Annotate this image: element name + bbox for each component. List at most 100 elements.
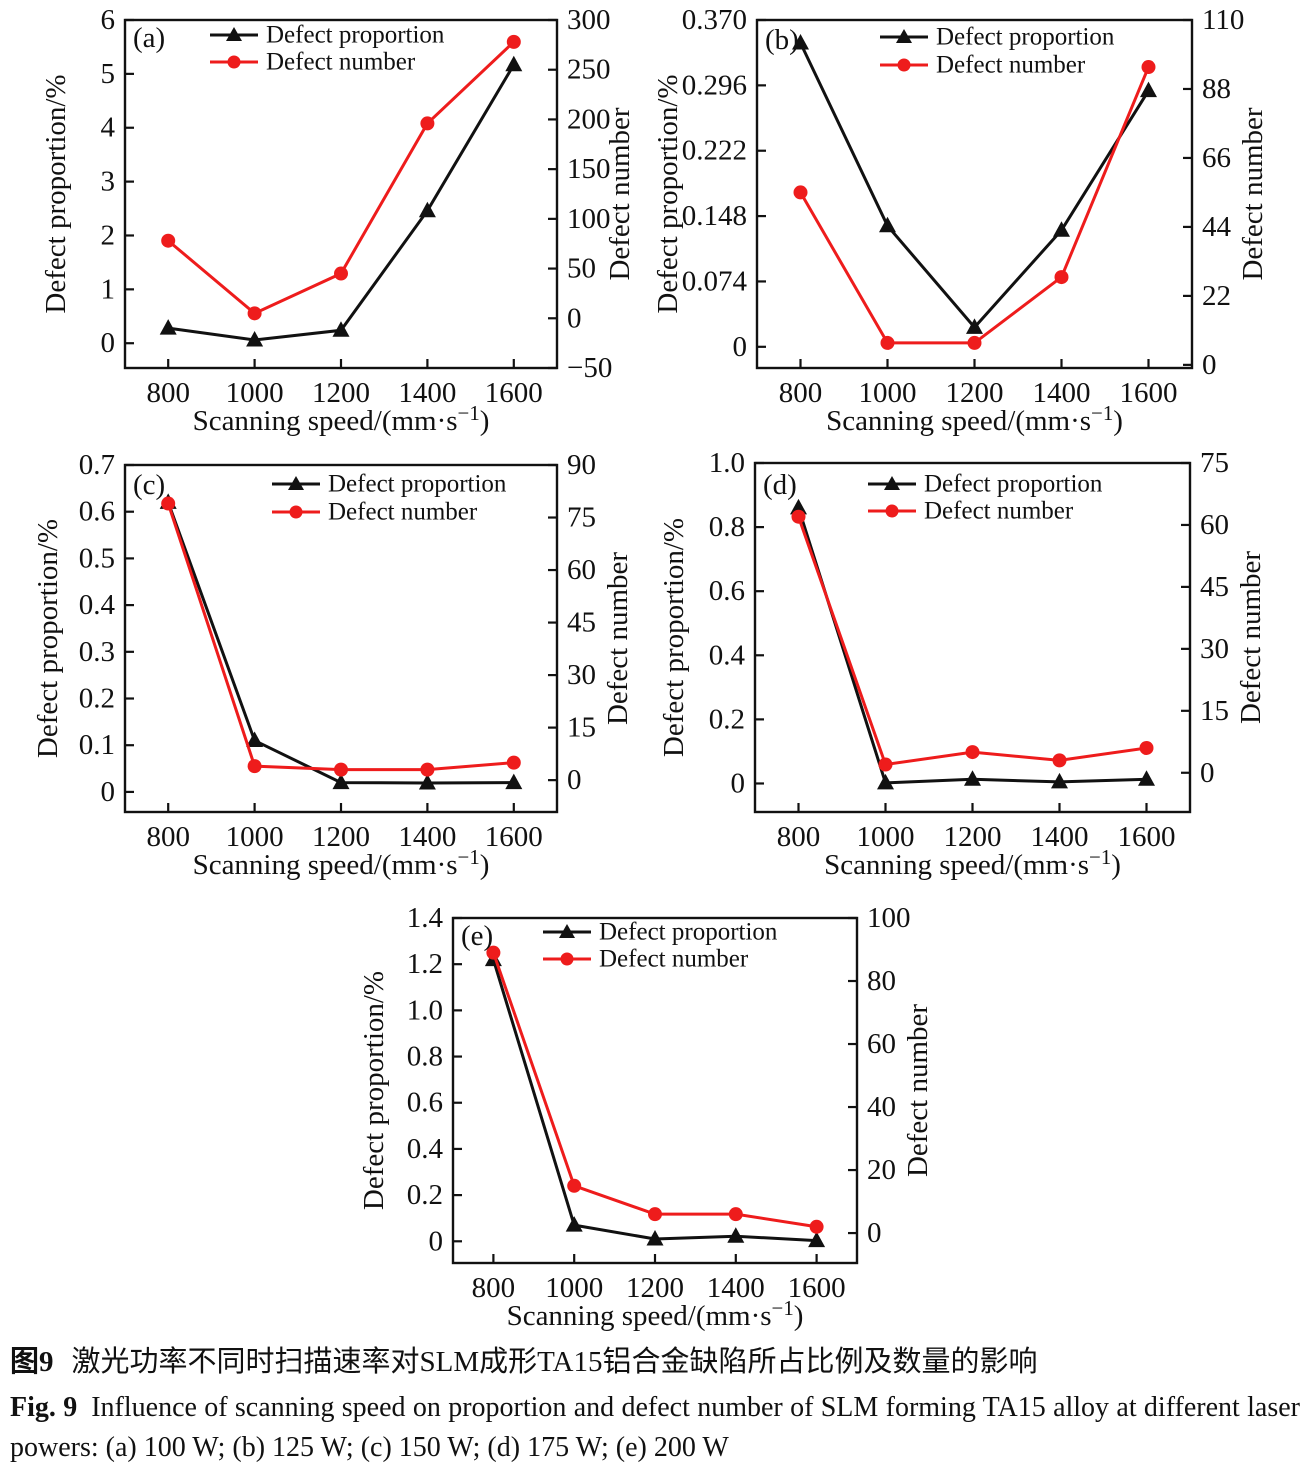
legend-circle-marker xyxy=(289,505,303,519)
triangle-marker xyxy=(505,55,523,72)
left-axis-ticks: 0 0.2 0.4 0.6 0.8 1.0 1.2 1.4 xyxy=(407,902,462,1257)
svg-text:1200: 1200 xyxy=(312,821,370,853)
circle-marker xyxy=(567,1178,582,1193)
defect-number-series xyxy=(791,509,1154,772)
triangle-marker xyxy=(159,319,177,335)
svg-text:Defect proportion: Defect proportion xyxy=(266,22,445,49)
svg-text:0: 0 xyxy=(567,764,582,796)
caption-english-text: Influence of scanning speed on proportio… xyxy=(91,1392,1300,1423)
x-axis-title: Scanning speed/(mm·s−1) xyxy=(193,401,490,437)
svg-text:1.2: 1.2 xyxy=(407,948,443,980)
legend-triangle-marker xyxy=(288,476,304,490)
svg-text:22: 22 xyxy=(1202,280,1231,312)
svg-text:800: 800 xyxy=(146,821,190,853)
svg-text:15: 15 xyxy=(1200,695,1229,727)
legend-circle-marker xyxy=(227,55,241,69)
circle-marker xyxy=(809,1219,824,1234)
svg-text:1400: 1400 xyxy=(1033,377,1091,409)
defect-number-series xyxy=(793,60,1156,350)
left-axis-title: Defect proportion/% xyxy=(358,971,390,1210)
triangle-marker xyxy=(1051,772,1068,789)
svg-text:1000: 1000 xyxy=(226,821,284,853)
triangle-marker xyxy=(565,1216,583,1232)
svg-text:0: 0 xyxy=(567,302,582,334)
svg-text:1000: 1000 xyxy=(226,377,284,409)
svg-text:0.1: 0.1 xyxy=(79,729,115,761)
svg-text:0.6: 0.6 xyxy=(407,1087,443,1119)
svg-text:75: 75 xyxy=(1200,447,1229,479)
right-axis-ticks: 0 15 30 45 60 75 xyxy=(1181,447,1229,789)
legend-circle-marker xyxy=(897,58,911,72)
svg-text:110: 110 xyxy=(1202,4,1244,36)
svg-text:20: 20 xyxy=(867,1154,896,1186)
chart-e: 800 1000 1200 1400 1600 0 0.2 0.4 0.6 0.8 1.0 1.2 1.… xyxy=(330,900,990,1340)
svg-text:Defect proportion: Defect proportion xyxy=(599,919,778,946)
circle-marker xyxy=(791,509,806,524)
svg-text:0.074: 0.074 xyxy=(682,265,748,297)
circle-marker xyxy=(334,762,348,777)
circle-marker xyxy=(967,335,982,350)
right-axis-title: Defect number xyxy=(602,552,634,725)
svg-text:Defect proportion: Defect proportion xyxy=(936,24,1115,51)
triangle-marker xyxy=(332,321,350,337)
defect-proportion-series xyxy=(790,498,1155,790)
svg-text:44: 44 xyxy=(1202,211,1232,243)
x-axis-ticks: 800 1000 1200 1400 1600 xyxy=(472,1254,846,1304)
right-axis-ticks: 0 15 30 45 60 75 90 xyxy=(548,449,596,796)
triangle-marker xyxy=(418,201,436,218)
svg-text:1400: 1400 xyxy=(398,821,456,853)
x-axis-title: Scanning speed/(mm·s−1) xyxy=(824,845,1121,881)
svg-text:250: 250 xyxy=(567,54,611,86)
caption-chinese-label: 图9 xyxy=(10,1346,54,1378)
svg-text:4: 4 xyxy=(101,112,116,144)
svg-text:0.3: 0.3 xyxy=(79,636,115,668)
svg-text:90: 90 xyxy=(567,449,596,481)
circle-marker xyxy=(506,755,521,770)
svg-text:0: 0 xyxy=(731,767,746,799)
svg-text:15: 15 xyxy=(567,712,596,744)
circle-marker xyxy=(334,266,348,281)
triangle-marker xyxy=(246,330,264,347)
circle-marker xyxy=(420,762,435,777)
triangle-marker xyxy=(1140,81,1157,98)
svg-text:Defect number: Defect number xyxy=(924,498,1074,525)
svg-text:0: 0 xyxy=(867,1217,882,1249)
defect-proportion-series xyxy=(484,950,826,1248)
svg-text:0.8: 0.8 xyxy=(709,511,745,543)
svg-text:1000: 1000 xyxy=(859,377,917,409)
chart-a: 800 1000 1200 1400 1600 0 1 2 3 4 5 6 −50 0 50 100 150 20… xyxy=(0,0,655,440)
caption-chinese-text: 激光功率不同时扫描速率对SLM成形TA15铝合金缺陷所占比例及数量的影响 xyxy=(71,1346,1038,1378)
svg-text:150: 150 xyxy=(567,153,611,185)
x-axis-ticks: 800 1000 1200 1400 1600 xyxy=(779,359,1178,409)
svg-text:1.0: 1.0 xyxy=(709,447,745,479)
svg-text:40: 40 xyxy=(867,1091,896,1123)
triangle-marker xyxy=(966,318,983,334)
circle-marker xyxy=(506,34,521,49)
svg-text:1600: 1600 xyxy=(1118,821,1176,853)
svg-text:0: 0 xyxy=(101,776,116,808)
legend-triangle-marker xyxy=(559,924,575,938)
circle-marker xyxy=(878,757,893,772)
defect-proportion-series xyxy=(159,55,523,347)
svg-text:0: 0 xyxy=(429,1225,444,1257)
svg-text:1600: 1600 xyxy=(485,821,543,853)
caption-english-line2: powers: (a) 100 W; (b) 125 W; (c) 150 W;… xyxy=(10,1432,729,1463)
svg-text:800: 800 xyxy=(472,1272,516,1304)
circle-marker xyxy=(161,233,176,248)
triangle-marker xyxy=(246,731,264,748)
svg-text:1.4: 1.4 xyxy=(407,902,444,934)
triangle-marker xyxy=(1138,770,1155,786)
svg-text:0.2: 0.2 xyxy=(407,1179,443,1211)
circle-marker xyxy=(793,185,808,200)
triangle-marker xyxy=(792,33,809,50)
svg-text:66: 66 xyxy=(1202,142,1231,174)
svg-text:50: 50 xyxy=(567,253,596,285)
svg-text:60: 60 xyxy=(1200,509,1229,541)
svg-text:0: 0 xyxy=(1200,757,1215,789)
svg-text:800: 800 xyxy=(779,377,823,409)
svg-text:0.8: 0.8 xyxy=(407,1041,443,1073)
svg-text:0.4: 0.4 xyxy=(79,589,116,621)
